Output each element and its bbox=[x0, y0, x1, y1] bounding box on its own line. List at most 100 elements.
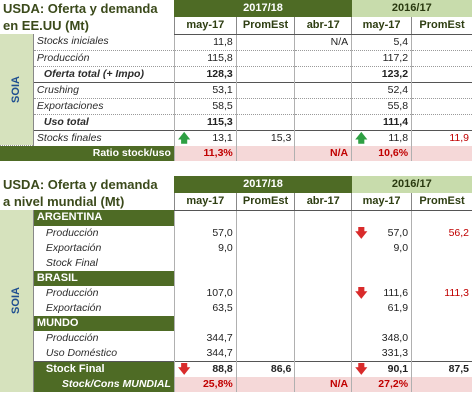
section-row-mundo: MUNDO bbox=[0, 315, 472, 331]
table-row: SOIA Stocks iniciales 11,8 N/A 5,4 bbox=[0, 34, 472, 146]
cell bbox=[411, 66, 472, 82]
table2-title-line1: USDA: Oferta y demanda bbox=[0, 176, 175, 193]
cell bbox=[294, 360, 352, 377]
cell bbox=[294, 129, 352, 146]
table-row: Oferta total (+ Impo) 128,3 123,2 bbox=[0, 66, 472, 82]
cell bbox=[235, 376, 295, 392]
col-header: may-17 bbox=[173, 17, 237, 35]
cell: 111,3 bbox=[411, 285, 472, 301]
cell: 61,9 bbox=[351, 300, 412, 316]
cell: 11,9 bbox=[411, 129, 472, 146]
table1-group-2016-17: 2016/17 bbox=[351, 0, 472, 17]
cell bbox=[411, 330, 472, 346]
cell: 56,2 bbox=[411, 225, 472, 241]
cell bbox=[235, 98, 295, 115]
cell: 87,5 bbox=[411, 360, 472, 377]
country-label: BRASIL bbox=[33, 270, 175, 286]
table1-group-2017-18: 2017/18 bbox=[174, 0, 352, 17]
cell bbox=[235, 34, 295, 51]
col-header: PromEst bbox=[235, 193, 295, 211]
table2-group-2016-17: 2016/17 bbox=[351, 176, 472, 193]
col-header: abr-17 bbox=[294, 193, 352, 211]
cell: 111,4 bbox=[351, 114, 412, 130]
row-label: Crushing bbox=[33, 81, 175, 99]
table2-title-line2: a nivel mundial (Mt) bbox=[0, 193, 175, 210]
row-label: Stock Final bbox=[45, 256, 98, 269]
cell bbox=[294, 300, 352, 316]
cell bbox=[411, 81, 472, 99]
row-label: Producción bbox=[33, 50, 175, 67]
col-header: PromEst bbox=[235, 17, 295, 35]
cell: 25,8% bbox=[173, 376, 237, 392]
cell: 🡇 111,6 bbox=[351, 285, 412, 301]
country-label: ARGENTINA bbox=[33, 210, 175, 226]
cell bbox=[294, 285, 352, 301]
cell bbox=[411, 300, 472, 316]
cell: 15,3 bbox=[235, 129, 295, 146]
ratio-label: Ratio stock/uso bbox=[0, 145, 175, 161]
table-row: Producción 57,0 🡇 57,0 56,2 bbox=[0, 225, 472, 241]
cell: N/A bbox=[294, 34, 352, 51]
row-label: Uso Doméstico bbox=[45, 346, 118, 359]
row-label: Stock Final bbox=[33, 360, 175, 377]
cell bbox=[411, 255, 472, 271]
row-label: Stocks iniciales bbox=[33, 34, 175, 51]
cell bbox=[235, 330, 295, 346]
cell bbox=[235, 255, 295, 271]
cell: 52,4 bbox=[351, 81, 412, 99]
cell bbox=[351, 255, 412, 271]
cell: 5,4 bbox=[351, 34, 412, 51]
row-label: Exportación bbox=[45, 241, 102, 254]
cell: 107,0 bbox=[173, 285, 237, 301]
row-label: Oferta total (+ Impo) bbox=[43, 67, 144, 80]
table-row: Uso total 115,3 111,4 bbox=[0, 114, 472, 130]
table-row: Exportación 9,0 9,0 bbox=[0, 240, 472, 256]
arrow-down-icon: 🡇 bbox=[355, 285, 368, 300]
cell: 86,6 bbox=[235, 360, 295, 377]
cell: 123,2 bbox=[351, 66, 412, 82]
cell bbox=[235, 114, 295, 130]
cell bbox=[294, 240, 352, 256]
col-header: PromEst bbox=[411, 17, 472, 35]
table2-group-2017-18: 2017/18 bbox=[174, 176, 352, 193]
cell bbox=[235, 66, 295, 82]
cell bbox=[173, 255, 237, 271]
side-label: SOIA bbox=[0, 210, 34, 392]
cell: 115,3 bbox=[173, 114, 237, 130]
cell: 27,2% bbox=[351, 376, 412, 392]
cell: 58,5 bbox=[173, 98, 237, 115]
cell bbox=[411, 240, 472, 256]
col-header: abr-17 bbox=[294, 17, 352, 35]
cell bbox=[235, 240, 295, 256]
cell: 11,8 bbox=[173, 34, 237, 51]
cell bbox=[411, 114, 472, 130]
cell bbox=[235, 81, 295, 99]
cell bbox=[235, 345, 295, 361]
table-row: Stocks finales 🡅 13,1 15,3 🡅 11,8 11,9 bbox=[0, 129, 472, 146]
table-row: Producción 344,7 348,0 bbox=[0, 330, 472, 346]
section-row-brasil: BRASIL bbox=[0, 270, 472, 286]
side-label: SOIA bbox=[0, 34, 34, 146]
cell: 128,3 bbox=[173, 66, 237, 82]
table-row: Producción 107,0 🡇 111,6 111,3 bbox=[0, 285, 472, 301]
arrow-up-icon: 🡅 bbox=[177, 130, 191, 145]
arrow-down-icon: 🡇 bbox=[355, 225, 368, 240]
cell bbox=[294, 345, 352, 361]
cell: 348,0 bbox=[351, 330, 412, 346]
cell bbox=[411, 50, 472, 67]
cell: 🡇 88,8 bbox=[173, 360, 237, 377]
cell bbox=[294, 98, 352, 115]
col-header: may-17 bbox=[351, 193, 412, 211]
country-label: MUNDO bbox=[33, 315, 175, 331]
table-row: Exportaciones 58,5 55,8 bbox=[0, 98, 472, 115]
cell: 331,3 bbox=[351, 345, 412, 361]
cell bbox=[294, 66, 352, 82]
cell: 11,3% bbox=[173, 145, 237, 161]
ratio-row: Stock/Cons MUNDIAL 25,8% N/A 27,2% bbox=[0, 376, 472, 392]
cell bbox=[411, 34, 472, 51]
cell: N/A bbox=[294, 145, 352, 161]
cell bbox=[294, 114, 352, 130]
col-header: PromEst bbox=[411, 193, 472, 211]
row-label: Exportaciones bbox=[33, 98, 175, 115]
cell bbox=[294, 225, 352, 241]
